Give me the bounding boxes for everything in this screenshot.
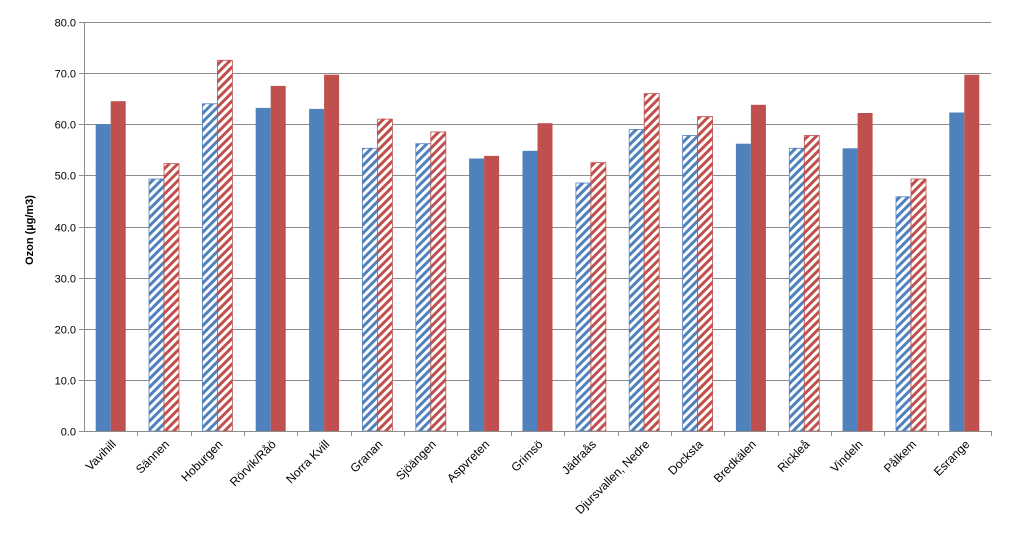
bar-series-red xyxy=(537,123,553,431)
bar-series-blue xyxy=(469,158,485,431)
x-tick-label: Bredkälen xyxy=(711,437,759,485)
y-tick-label: 70.0 xyxy=(55,69,76,81)
x-tick-label: Aspvreten xyxy=(444,437,492,485)
x-tick-label: Jädraås xyxy=(559,437,599,477)
x-tick-label: Rickleå xyxy=(775,437,813,475)
bar-series-blue xyxy=(309,108,325,432)
bar-series-red xyxy=(857,113,873,431)
y-axis-label: Ozon (µg/m3) xyxy=(24,195,36,265)
bar-series-blue xyxy=(842,148,858,432)
bar-series-blue xyxy=(735,143,751,431)
bar-series-red xyxy=(697,116,713,432)
bar-series-blue xyxy=(949,112,965,431)
bar-series-blue xyxy=(148,178,165,432)
x-tick-label: Vavihill xyxy=(83,437,119,473)
bar-series-red xyxy=(910,178,927,432)
x-tick-label: Docksta xyxy=(665,437,706,478)
y-tick-label: 40.0 xyxy=(55,223,76,235)
bar-series-blue xyxy=(628,128,645,432)
bar-series-blue xyxy=(895,196,912,432)
y-tick-label: 80.0 xyxy=(55,18,76,30)
bar-series-blue xyxy=(255,107,271,432)
y-tick-label: 20.0 xyxy=(55,325,76,337)
x-tick-label: Pålkem xyxy=(881,437,919,475)
y-tick-label: 10.0 xyxy=(55,376,76,388)
bar-series-red xyxy=(270,85,286,432)
y-tick-label: 0.0 xyxy=(61,427,76,439)
bar-series-red xyxy=(110,101,126,431)
bar-series-blue xyxy=(575,182,592,432)
x-tick-label: Granan xyxy=(347,437,385,475)
y-tick-label: 60.0 xyxy=(55,120,76,132)
bar-series-blue xyxy=(522,150,538,432)
bar-series-blue xyxy=(682,135,698,432)
bar-series-red xyxy=(803,135,820,432)
bar-series-red xyxy=(964,74,980,431)
x-tick-label: Sännen xyxy=(133,437,172,476)
bar-series-red xyxy=(163,163,180,432)
y-tick-label: 30.0 xyxy=(55,274,76,286)
bar-series-red xyxy=(324,74,340,431)
bar-series-red xyxy=(484,155,500,431)
x-tick-label: Rörvik/Råö xyxy=(227,437,279,489)
bar-series-red xyxy=(216,59,233,432)
x-tick-label: Sjöängen xyxy=(393,437,439,483)
bar-series-red xyxy=(376,118,393,432)
bar-series-blue xyxy=(361,147,378,432)
bar-series-red xyxy=(430,131,447,432)
bar-series-blue xyxy=(788,147,805,432)
x-tick-label: Grimsö xyxy=(508,437,545,474)
x-tick-label: Vindeln xyxy=(828,437,866,475)
bar-series-red xyxy=(750,104,766,432)
x-tick-label: Norra Kvill xyxy=(283,437,332,486)
x-tick-label: Hoburgen xyxy=(178,437,225,484)
x-tick-label: Esrange xyxy=(931,437,973,479)
bar-series-red xyxy=(643,93,660,432)
bar-series-blue xyxy=(95,124,111,432)
bar-series-blue xyxy=(201,103,218,432)
bar-series-blue xyxy=(415,143,432,432)
y-tick-label: 50.0 xyxy=(55,171,76,183)
bar-series-red xyxy=(590,162,607,432)
